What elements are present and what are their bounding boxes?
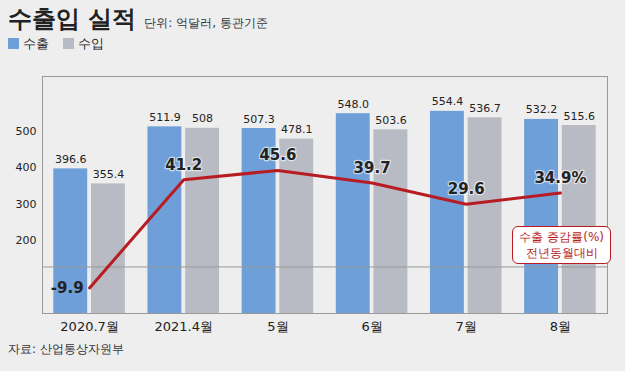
- svg-text:515.6: 515.6: [564, 110, 596, 123]
- svg-text:532.2: 532.2: [526, 103, 558, 116]
- svg-text:39.7: 39.7: [354, 159, 391, 177]
- svg-text:536.7: 536.7: [469, 102, 501, 115]
- html-text:수출: 수출: [23, 36, 49, 51]
- svg-text:400: 400: [16, 161, 37, 174]
- svg-text:507.3: 507.3: [243, 113, 274, 126]
- svg-text:-9.9: -9.9: [51, 279, 84, 297]
- svg-text:548.0: 548.0: [338, 98, 370, 111]
- svg-text:5월: 5월: [267, 319, 288, 334]
- html-text:전년동월대비: 전년동월대비: [525, 246, 598, 260]
- svg-text:2021.4월: 2021.4월: [155, 319, 214, 334]
- svg-text:554.4: 554.4: [432, 95, 464, 108]
- svg-text:500: 500: [16, 125, 37, 138]
- svg-text:45.6: 45.6: [259, 146, 296, 164]
- svg-text:478.1: 478.1: [281, 123, 313, 136]
- html-text:수입: 수입: [78, 36, 104, 51]
- svg-text:200: 200: [16, 234, 37, 247]
- svg-text:511.9: 511.9: [149, 111, 181, 124]
- svg-text:2020.7월: 2020.7월: [60, 319, 119, 334]
- svg-text:29.6: 29.6: [448, 180, 485, 198]
- svg-text:396.6: 396.6: [55, 153, 87, 166]
- svg-text:355.4: 355.4: [93, 168, 125, 181]
- svg-text:34.9%: 34.9%: [534, 169, 586, 187]
- svg-text:8월: 8월: [550, 319, 571, 334]
- html-text:자료: 산업통상자원부: 자료: 산업통상자원부: [8, 342, 124, 356]
- svg-text:6월: 6월: [361, 319, 382, 334]
- html-text:수출입 실적 단위: 억달러, 통관기준: 수출입 실적 단위: 억달러, 통관기준: [8, 5, 268, 33]
- svg-text:300: 300: [16, 198, 37, 211]
- html-text:수출 증감률(%): 수출 증감률(%): [519, 230, 604, 244]
- svg-text:41.2: 41.2: [165, 156, 202, 174]
- svg-text:508: 508: [192, 112, 213, 125]
- svg-text:503.6: 503.6: [375, 114, 407, 127]
- svg-text:7월: 7월: [456, 319, 477, 334]
